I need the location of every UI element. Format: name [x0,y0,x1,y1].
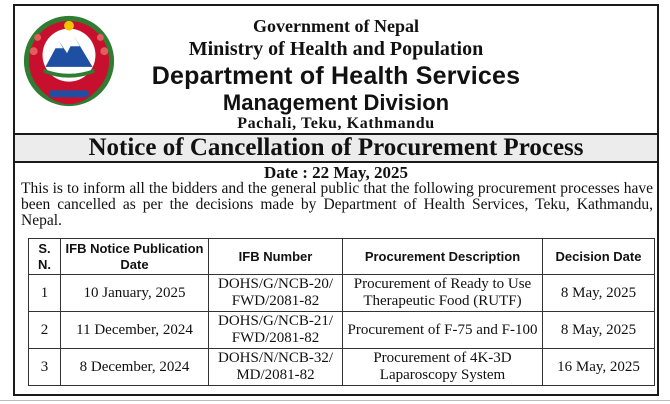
header-ifb-number: IFB Number [208,238,343,275]
table-header-row: S. N. IFB Notice Publication Date IFB Nu… [28,238,655,275]
cell-sn: 3 [28,348,61,386]
cell-description: Procurement of F-75 and F-100 [342,311,543,349]
notice-date: Date : 22 May, 2025 [263,163,408,182]
cell-decision-date: 16 May, 2025 [542,348,655,386]
cell-ifb-date: 8 December, 2024 [60,348,209,386]
department-heading: Department of Health Services [151,62,521,90]
cell-ifb-date: 11 December, 2024 [60,311,209,349]
cell-sn: 2 [28,311,61,349]
header-description: Procurement Description [342,238,543,275]
page-divider [0,400,670,401]
cell-ifb-number: DOHS/G/NCB-20/ FWD/2081-82 [208,274,343,312]
table-row: 2 11 December, 2024 DOHS/G/NCB-21/ FWD/2… [28,311,655,349]
procurement-table: S. N. IFB Notice Publication Date IFB Nu… [28,238,655,386]
ministry-heading: Ministry of Health and Population [188,38,484,60]
cell-ifb-number: DOHS/G/NCB-21/ FWD/2081-82 [208,311,343,349]
notice-title-banner: Notice of Cancellation of Procurement Pr… [15,133,657,163]
cell-ifb-date: 10 January, 2025 [60,274,209,312]
cell-decision-date: 8 May, 2025 [542,274,655,312]
table-row: 3 8 December, 2024 DOHS/N/NCB-32/ MD/208… [28,348,655,386]
table-row: 1 10 January, 2025 DOHS/G/NCB-20/ FWD/20… [28,274,655,312]
header-decision-date: Decision Date [542,238,655,275]
cell-description: Procurement of Ready to Use Therapeutic … [342,274,543,312]
division-heading: Management Division [222,90,450,115]
address-line: Pachali, Teku, Kathmandu [237,115,435,132]
header-sn: S. N. [28,238,61,275]
nepal-emblem-icon [23,15,115,107]
cell-description: Procurement of 4K-3D Laparoscopy System [342,348,543,386]
notice-document: Government of Nepal Ministry of Health a… [13,4,659,396]
cell-sn: 1 [28,274,61,312]
cell-ifb-number: DOHS/N/NCB-32/ MD/2081-82 [208,348,343,386]
notice-body-text: This is to inform all the bidders and th… [21,180,653,229]
cell-decision-date: 8 May, 2025 [542,311,655,349]
header-ifb-date: IFB Notice Publication Date [60,238,209,275]
government-heading: Government of Nepal [253,16,419,36]
